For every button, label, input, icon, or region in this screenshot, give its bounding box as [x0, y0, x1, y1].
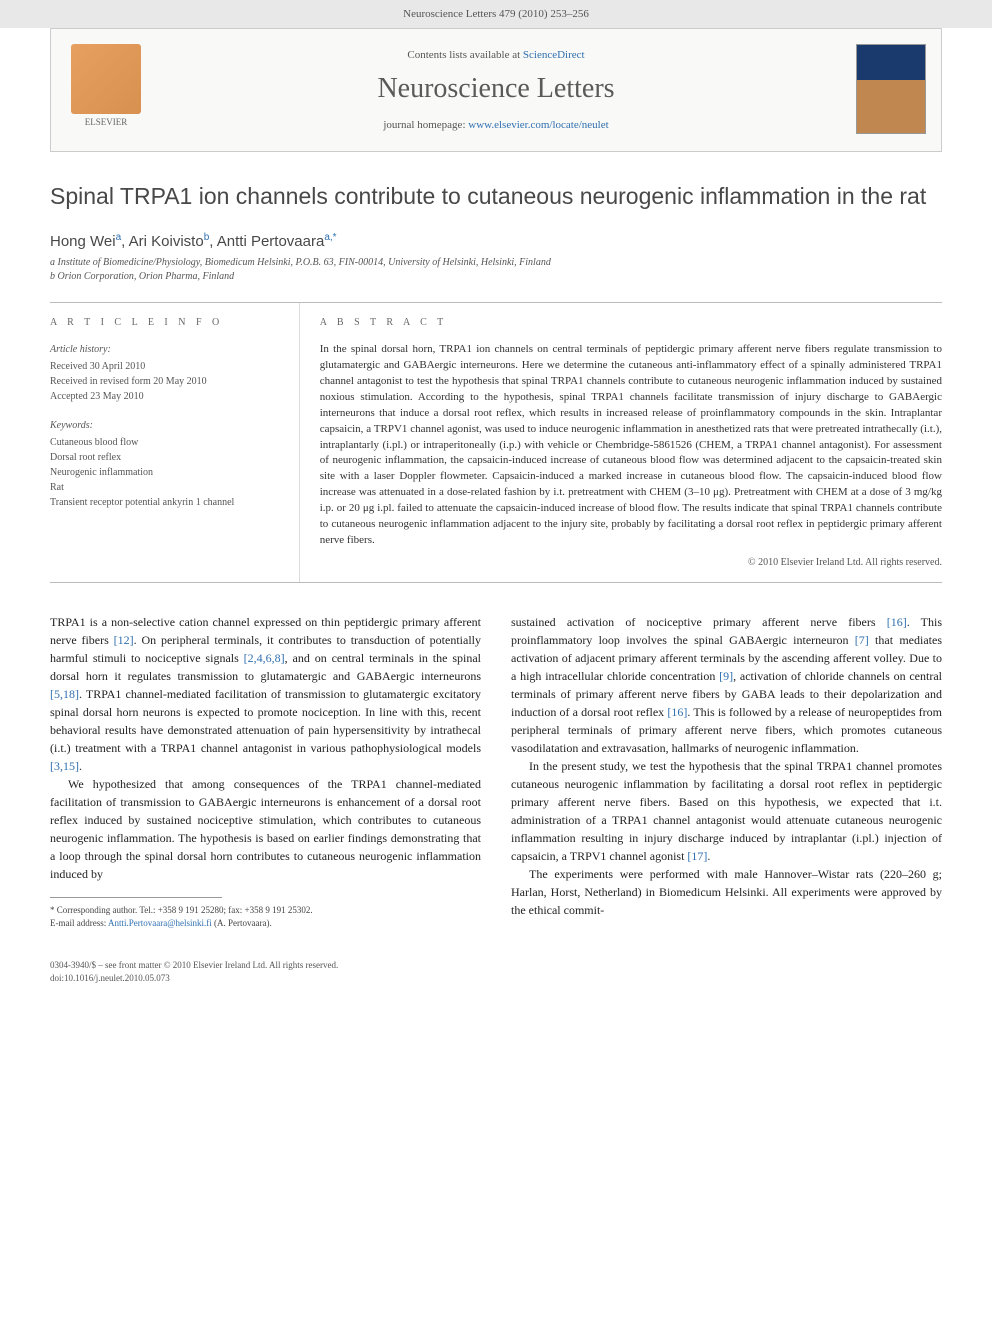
- history-heading: Article history:: [50, 342, 279, 357]
- elsevier-logo: ELSEVIER: [66, 44, 146, 134]
- email-suffix: (A. Pertovaara).: [214, 918, 272, 928]
- keyword-item: Neurogenic inflammation: [50, 465, 279, 480]
- body-columns: TRPA1 is a non-selective cation channel …: [50, 613, 942, 929]
- footer-doi: doi:10.1016/j.neulet.2010.05.073: [50, 972, 942, 985]
- abstract-copyright: © 2010 Elsevier Ireland Ltd. All rights …: [320, 557, 942, 568]
- homepage-line: journal homepage: www.elsevier.com/locat…: [171, 119, 821, 131]
- keywords-block: Keywords: Cutaneous blood flowDorsal roo…: [50, 418, 279, 510]
- elsevier-tree-icon: [71, 44, 141, 114]
- email-label: E-mail address:: [50, 918, 108, 928]
- corresponding-author-note: * Corresponding author. Tel.: +358 9 191…: [50, 904, 481, 917]
- contents-available-line: Contents lists available at ScienceDirec…: [171, 49, 821, 61]
- journal-cover-thumbnail: [856, 44, 926, 134]
- journal-name: Neuroscience Letters: [171, 73, 821, 105]
- history-revised: Received in revised form 20 May 2010: [50, 374, 279, 389]
- info-abstract-row: A R T I C L E I N F O Article history: R…: [50, 302, 942, 583]
- abstract-heading: A B S T R A C T: [320, 317, 942, 328]
- homepage-label: journal homepage:: [383, 119, 468, 131]
- elsevier-label: ELSEVIER: [66, 117, 146, 127]
- affiliation-b: b Orion Corporation, Orion Pharma, Finla…: [50, 270, 942, 284]
- page-footer: 0304-3940/$ – see front matter © 2010 El…: [0, 949, 992, 1004]
- body-paragraph: TRPA1 is a non-selective cation channel …: [50, 613, 481, 775]
- citation-text: Neuroscience Letters 479 (2010) 253–256: [403, 8, 589, 20]
- affiliation-a: a Institute of Biomedicine/Physiology, B…: [50, 256, 942, 270]
- keywords-heading: Keywords:: [50, 418, 279, 433]
- body-paragraph: We hypothesized that among consequences …: [50, 775, 481, 883]
- body-paragraph: sustained activation of nociceptive prim…: [511, 613, 942, 757]
- body-paragraph: In the present study, we test the hypoth…: [511, 757, 942, 865]
- header-citation-strip: Neuroscience Letters 479 (2010) 253–256: [0, 0, 992, 28]
- affiliations: a Institute of Biomedicine/Physiology, B…: [50, 256, 942, 284]
- article-info-heading: A R T I C L E I N F O: [50, 317, 279, 328]
- history-accepted: Accepted 23 May 2010: [50, 389, 279, 404]
- body-paragraph: The experiments were performed with male…: [511, 865, 942, 919]
- keywords-list: Cutaneous blood flowDorsal root reflexNe…: [50, 435, 279, 510]
- footnotes: * Corresponding author. Tel.: +358 9 191…: [50, 904, 481, 929]
- journal-header: ELSEVIER Contents lists available at Sci…: [50, 28, 942, 152]
- keyword-item: Rat: [50, 480, 279, 495]
- history-received: Received 30 April 2010: [50, 359, 279, 374]
- author-list: Hong Weia, Ari Koivistob, Antti Pertovaa…: [50, 232, 942, 250]
- footer-line-1: 0304-3940/$ – see front matter © 2010 El…: [50, 959, 942, 972]
- keyword-item: Cutaneous blood flow: [50, 435, 279, 450]
- sciencedirect-link[interactable]: ScienceDirect: [523, 49, 585, 61]
- article-info-panel: A R T I C L E I N F O Article history: R…: [50, 303, 300, 582]
- abstract-text: In the spinal dorsal horn, TRPA1 ion cha…: [320, 342, 942, 549]
- contents-text: Contents lists available at: [407, 49, 522, 61]
- keyword-item: Transient receptor potential ankyrin 1 c…: [50, 495, 279, 510]
- article-history-block: Article history: Received 30 April 2010 …: [50, 342, 279, 404]
- abstract-panel: A B S T R A C T In the spinal dorsal hor…: [300, 303, 942, 582]
- email-line: E-mail address: Antti.Pertovaara@helsink…: [50, 917, 481, 930]
- body-column-left: TRPA1 is a non-selective cation channel …: [50, 613, 481, 929]
- keyword-item: Dorsal root reflex: [50, 450, 279, 465]
- footnote-separator: [50, 897, 222, 898]
- email-link[interactable]: Antti.Pertovaara@helsinki.fi: [108, 918, 212, 928]
- homepage-link[interactable]: www.elsevier.com/locate/neulet: [468, 119, 608, 131]
- body-column-right: sustained activation of nociceptive prim…: [511, 613, 942, 929]
- article-content: Spinal TRPA1 ion channels contribute to …: [0, 152, 992, 949]
- article-title: Spinal TRPA1 ion channels contribute to …: [50, 182, 942, 212]
